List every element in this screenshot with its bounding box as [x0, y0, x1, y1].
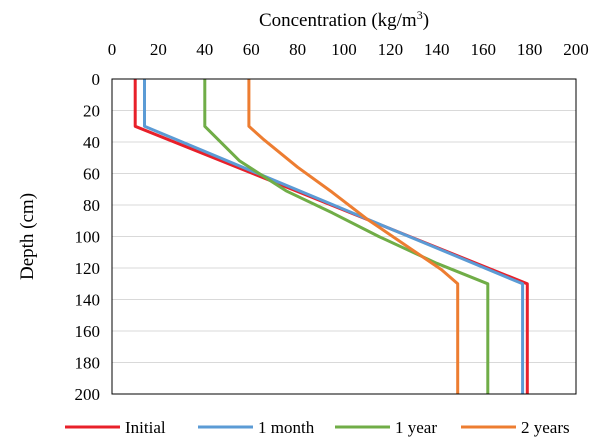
y-axis-title: Depth (cm): [17, 193, 38, 280]
x-tick-label: 140: [424, 40, 450, 59]
y-tick-label: 0: [92, 70, 101, 89]
legend-label: 1 month: [258, 418, 315, 437]
plot-frame: [111, 78, 577, 395]
y-tick-labels: 0 20 40 60 80 100 120 140 160 180 200: [75, 70, 101, 404]
x-tick-label: 60: [243, 40, 260, 59]
y-tick-label: 80: [83, 196, 100, 215]
y-tick-label: 100: [75, 228, 101, 247]
series-lines: [133, 79, 529, 394]
x-tick-label: 160: [470, 40, 496, 59]
x-tick-label: 200: [563, 40, 589, 59]
y-tick-label: 200: [75, 385, 101, 404]
x-tick-label: 80: [289, 40, 306, 59]
y-tick-label: 160: [75, 322, 101, 341]
x-axis-title: Concentration (kg/m3): [259, 8, 429, 31]
y-tick-label: 40: [83, 133, 100, 152]
legend-label: 2 years: [521, 418, 570, 437]
grid-lines: [112, 110, 576, 363]
y-tick-label: 20: [83, 102, 100, 121]
x-tick-labels: 0 20 40 60 80 100 120 140 160 180 200: [108, 40, 589, 59]
x-tick-label: 100: [331, 40, 357, 59]
legend: Initial 1 month 1 year 2 years: [65, 418, 570, 437]
x-tick-label: 120: [378, 40, 404, 59]
series-line-4: [247, 79, 460, 394]
y-tick-label: 180: [75, 354, 101, 373]
y-tick-label: 140: [75, 291, 101, 310]
x-tick-label: 0: [108, 40, 117, 59]
y-tick-label: 60: [83, 165, 100, 184]
series-line-2: [143, 79, 525, 394]
legend-label: Initial: [125, 418, 166, 437]
x-tick-label: 180: [517, 40, 543, 59]
legend-label: 1 year: [395, 418, 437, 437]
x-tick-label: 20: [150, 40, 167, 59]
y-tick-label: 120: [75, 259, 101, 278]
series-line-3: [203, 79, 490, 394]
x-tick-label: 40: [196, 40, 213, 59]
